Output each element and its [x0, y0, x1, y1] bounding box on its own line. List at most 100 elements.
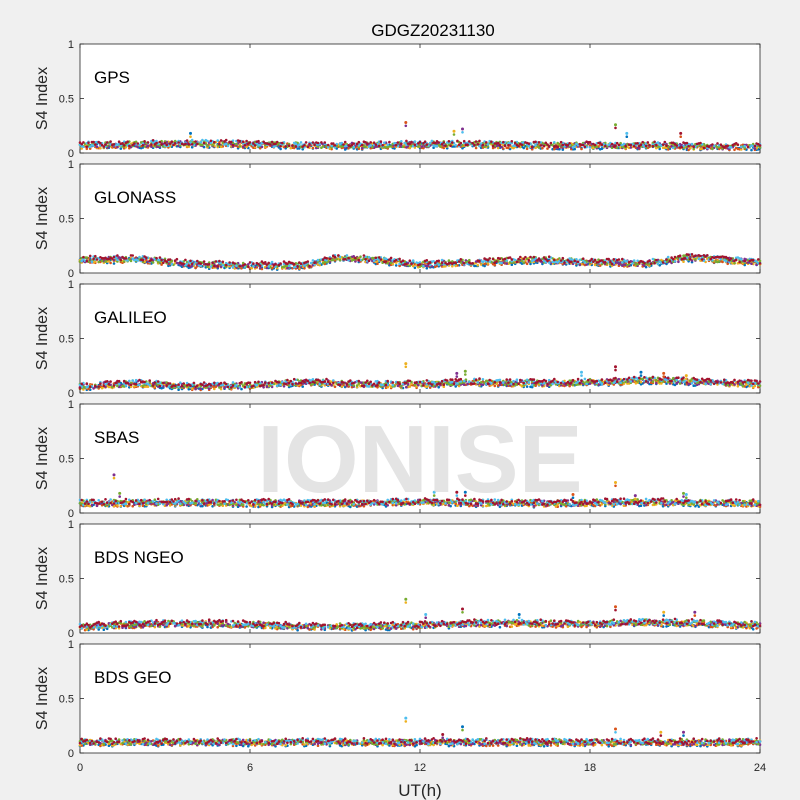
- data-point: [374, 256, 378, 260]
- data-point: [243, 263, 247, 266]
- data-point: [478, 259, 481, 263]
- data-point: [116, 254, 119, 257]
- data-point: [490, 140, 493, 143]
- data-point: [90, 260, 94, 264]
- data-point: [663, 140, 667, 144]
- data-point: [655, 143, 658, 147]
- data-point: [214, 260, 218, 263]
- data-point: [648, 259, 651, 263]
- data-point: [207, 263, 211, 266]
- data-point: [700, 258, 704, 261]
- data-point: [507, 143, 510, 147]
- data-point: [510, 258, 514, 261]
- data-point: [445, 146, 449, 150]
- data-point: [636, 380, 639, 383]
- data-point: [333, 144, 337, 147]
- panel-label: GLONASS: [94, 188, 176, 207]
- data-point: [235, 264, 238, 268]
- data-point: [413, 140, 417, 143]
- data-point: [85, 259, 89, 263]
- data-point: [304, 141, 308, 144]
- data-point: [738, 260, 741, 264]
- data-point: [238, 145, 242, 148]
- data-point: [112, 262, 116, 265]
- data-point: [706, 254, 709, 257]
- data-point: [604, 261, 607, 264]
- y-axis-label: S4 Index: [34, 67, 51, 130]
- data-point: [498, 144, 502, 147]
- data-point: [661, 143, 665, 146]
- data-point: [291, 144, 294, 147]
- data-point: [270, 260, 274, 264]
- data-point: [405, 139, 408, 143]
- data-point: [296, 265, 299, 268]
- data-point: [629, 146, 633, 149]
- data-point: [503, 383, 507, 387]
- data-point: [690, 142, 694, 146]
- data-point: [345, 254, 349, 257]
- data-point: [570, 260, 573, 264]
- data-point: [629, 143, 633, 147]
- spike-point: [461, 131, 464, 134]
- data-point: [418, 263, 422, 266]
- data-point: [649, 262, 653, 265]
- data-point: [702, 146, 706, 150]
- data-point: [498, 257, 502, 260]
- data-point: [437, 259, 441, 263]
- data-point: [221, 263, 225, 267]
- data-point: [553, 141, 556, 144]
- data-point: [219, 139, 223, 142]
- data-point: [238, 264, 242, 268]
- data-point: [493, 263, 497, 267]
- data-point: [252, 265, 255, 268]
- data-point: [736, 143, 740, 146]
- data-point: [394, 264, 398, 267]
- data-point: [408, 259, 412, 263]
- data-point: [158, 140, 162, 144]
- data-point: [428, 386, 432, 389]
- data-point: [141, 144, 145, 147]
- data-point: [99, 146, 102, 150]
- data-point: [568, 142, 571, 145]
- data-point: [716, 142, 719, 145]
- data-point: [665, 144, 668, 148]
- data-point: [206, 144, 209, 148]
- data-point: [264, 261, 267, 264]
- data-point: [112, 143, 116, 146]
- data-point: [408, 264, 412, 268]
- data-point: [432, 146, 435, 149]
- data-point: [539, 259, 542, 262]
- data-point: [97, 260, 100, 264]
- data-point: [636, 142, 639, 145]
- data-point: [287, 144, 291, 147]
- data-point: [359, 255, 362, 258]
- data-point: [593, 258, 597, 262]
- data-point: [85, 145, 89, 149]
- data-point: [155, 141, 158, 145]
- data-point: [529, 255, 532, 259]
- data-point: [252, 262, 255, 265]
- data-point: [316, 258, 320, 262]
- data-point: [588, 146, 592, 149]
- data-point: [258, 264, 262, 268]
- data-point: [233, 262, 236, 265]
- data-point: [466, 143, 469, 146]
- data-point: [364, 258, 367, 261]
- data-point: [583, 261, 587, 264]
- data-point: [184, 142, 187, 146]
- data-point: [729, 257, 733, 260]
- data-point: [369, 144, 373, 147]
- data-point: [643, 262, 646, 265]
- data-point: [437, 141, 441, 144]
- data-point: [631, 262, 634, 265]
- data-point: [444, 144, 447, 147]
- data-point: [383, 141, 386, 144]
- data-point: [168, 258, 172, 261]
- data-point: [573, 147, 576, 151]
- y-tick-label: 1: [68, 159, 74, 171]
- data-point: [170, 262, 174, 266]
- data-point: [196, 142, 199, 146]
- data-point: [541, 146, 544, 150]
- data-point: [257, 139, 260, 143]
- data-point: [542, 144, 546, 148]
